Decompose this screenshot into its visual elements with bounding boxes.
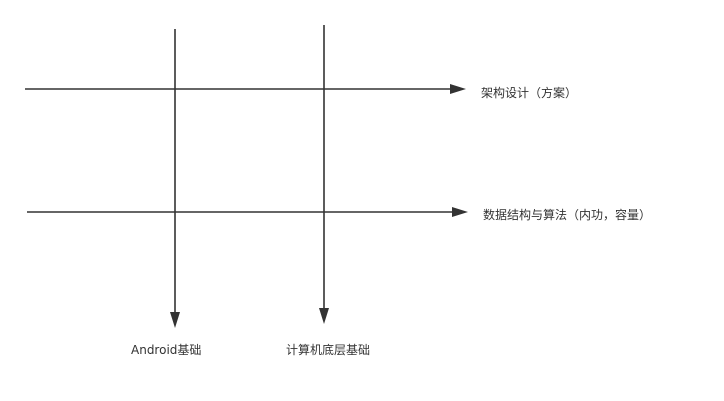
- arrowhead-right-algorithms: [452, 207, 468, 217]
- arrowhead-right-architecture: [450, 84, 466, 94]
- label-android-basics: Android基础: [131, 343, 202, 357]
- arrowhead-down-android: [170, 312, 180, 328]
- arrowhead-down-computer-basics: [319, 308, 329, 324]
- label-architecture-design: 架构设计（方案）: [481, 86, 578, 100]
- label-computer-low-level-basics: 计算机底层基础: [286, 343, 371, 357]
- label-data-structures-algorithms: 数据结构与算法（内功，容量）: [483, 208, 652, 222]
